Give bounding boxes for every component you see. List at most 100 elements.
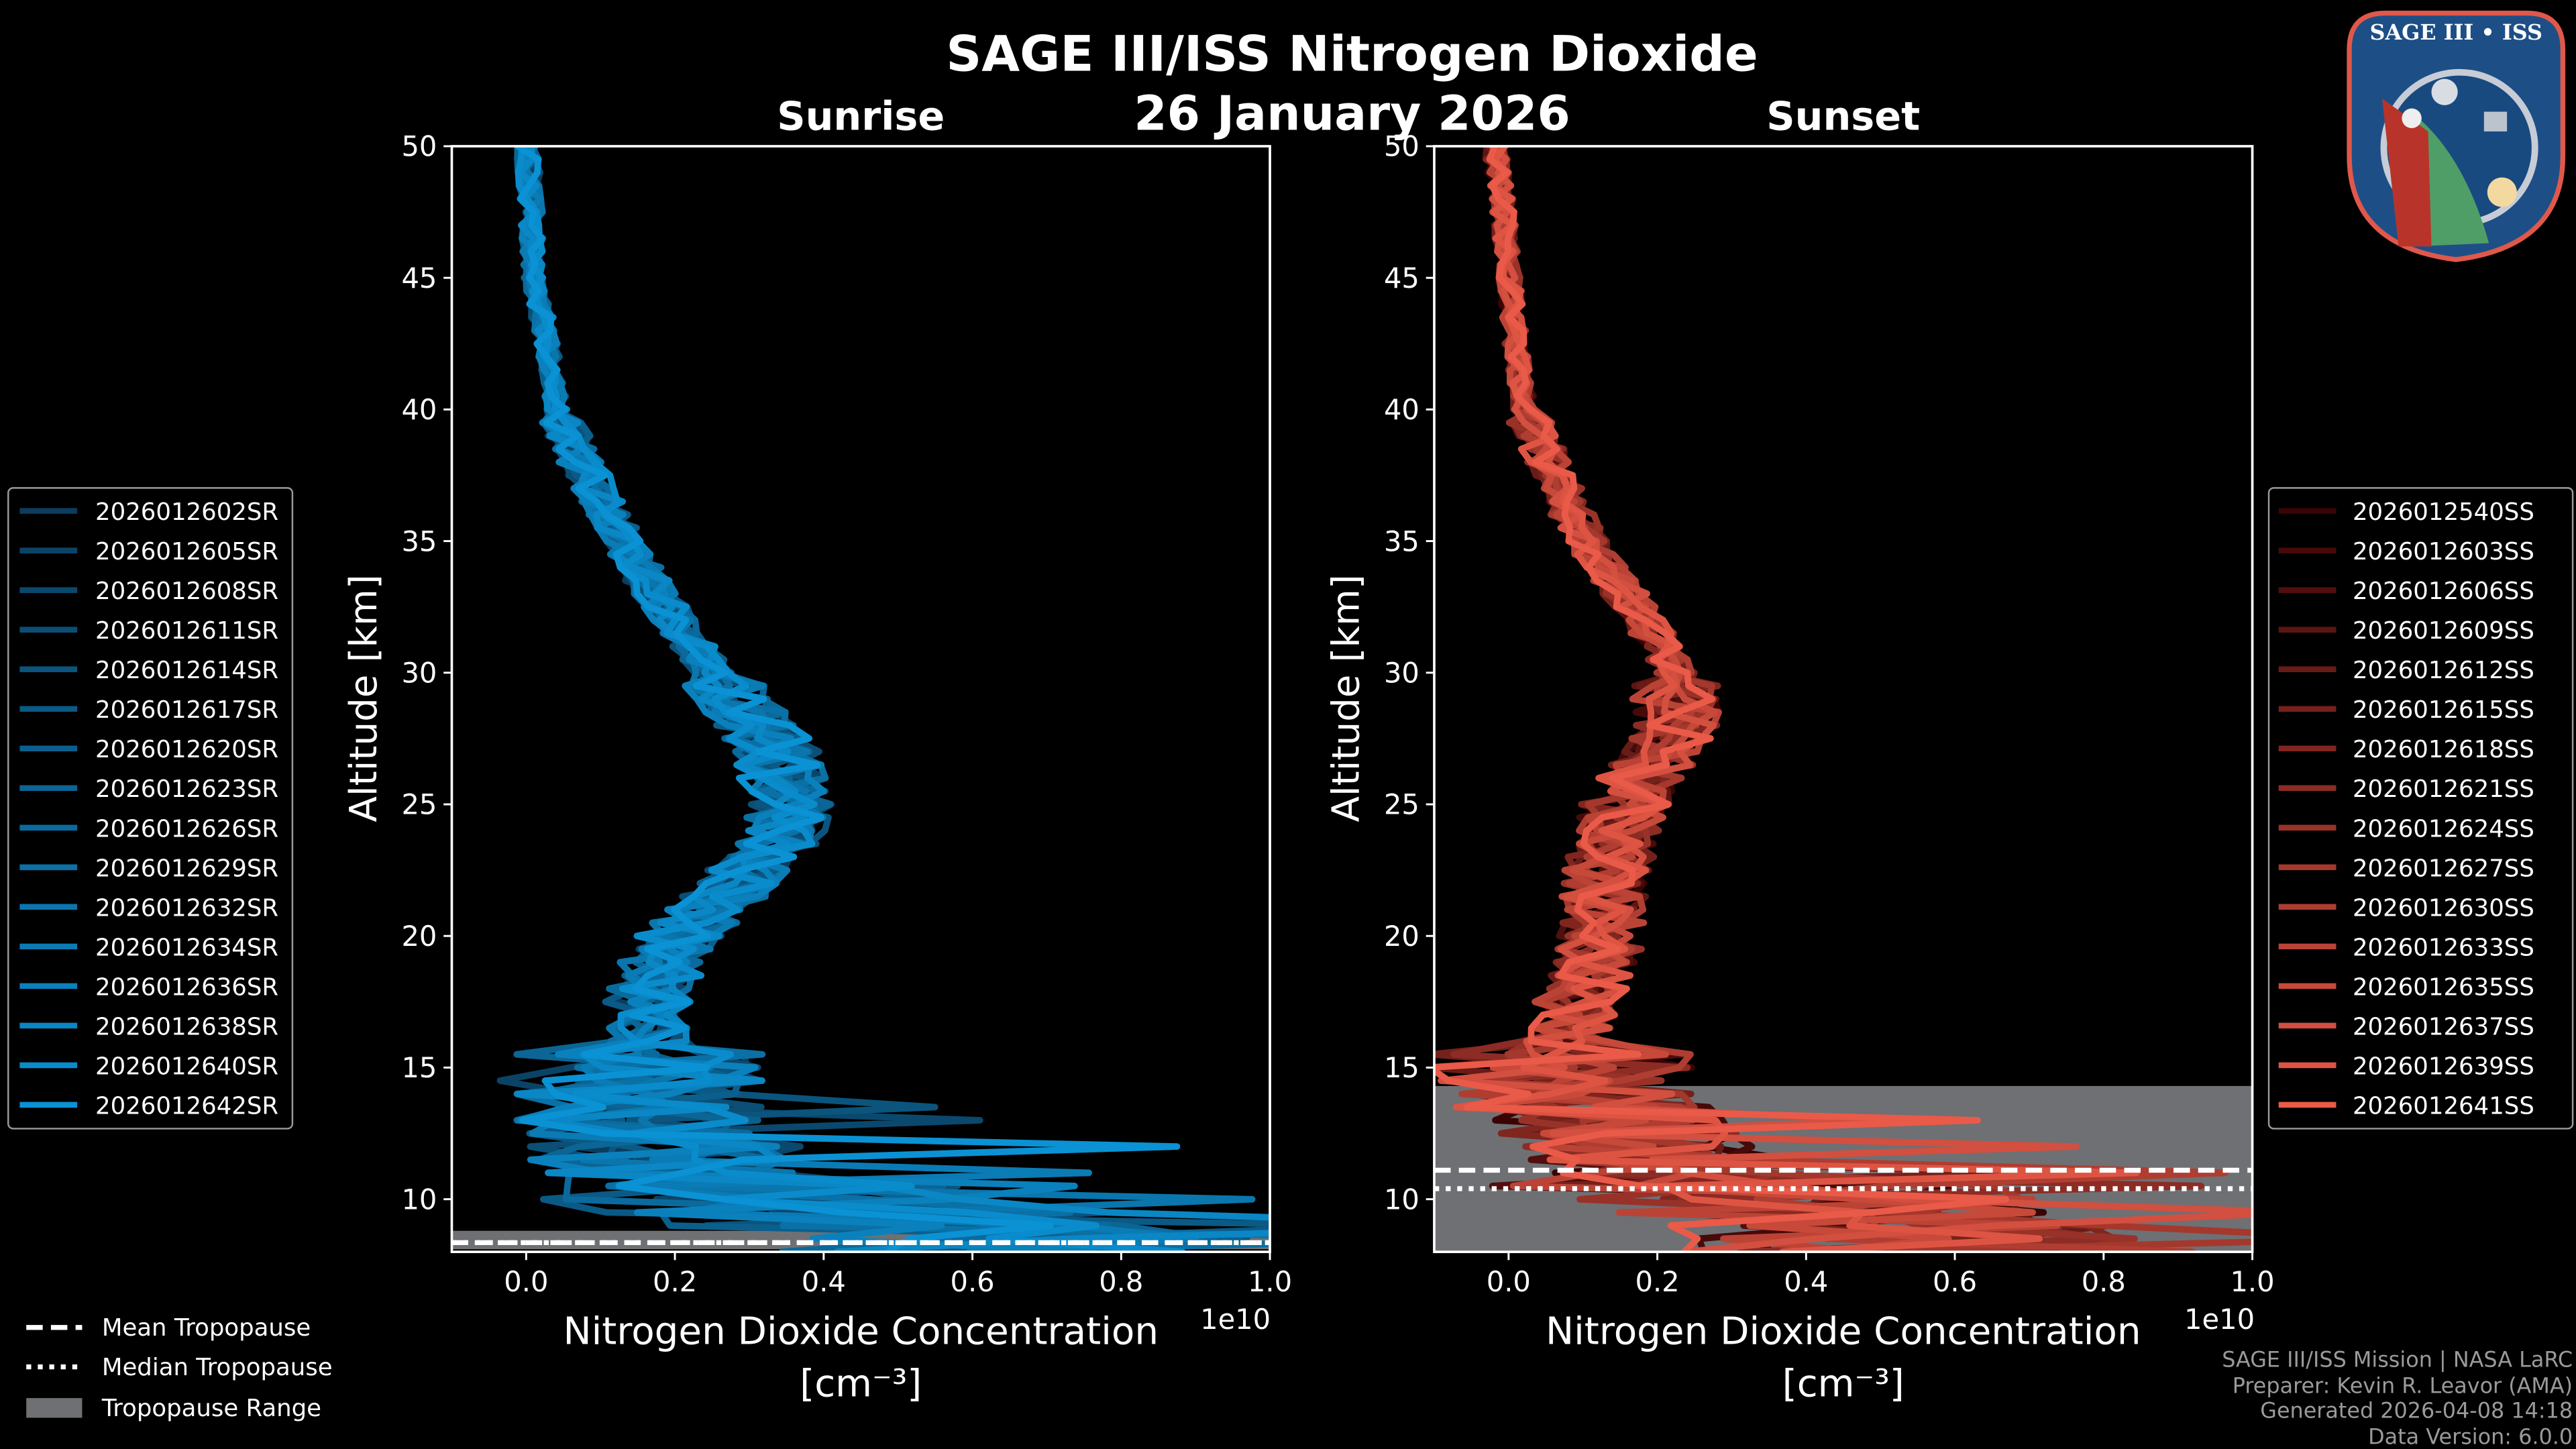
legend-label-2026012633SS: 2026012633SS	[2353, 934, 2534, 961]
sunset-y-tick-label: 35	[1384, 525, 1419, 557]
footer-preparer: Preparer: Kevin R. Leavor (AMA)	[2233, 1373, 2573, 1399]
sunset-x-tick-label: 0.0	[1487, 1265, 1531, 1298]
legend-label-2026012624SS: 2026012624SS	[2353, 815, 2534, 843]
sunrise-x-axis-units: [cm⁻³]	[800, 1362, 922, 1406]
footer-data-version: Data Version: 6.0.0	[2368, 1424, 2573, 1449]
sunrise-legend: 2026012602SR 2026012605SR 2026012608SR 2026…	[7, 487, 294, 1130]
median-tropopause-label: Median Tropopause	[102, 1354, 333, 1381]
sunset-x-tick-label: 1.0	[2230, 1265, 2274, 1298]
legend-label-2026012634SR: 2026012634SR	[95, 934, 278, 961]
legend-label-2026012612SS: 2026012612SS	[2353, 657, 2534, 684]
sunrise-y-tick-label: 35	[401, 525, 437, 557]
sunrise-y-tick-label: 10	[401, 1183, 437, 1216]
sunrise-x-offset-label: 1e10	[1200, 1303, 1271, 1336]
sunset-profile-2026012641SS	[1434, 146, 2010, 1252]
footer-credits: SAGE III/ISS Mission | NASA LaRC Prepare…	[2222, 1347, 2573, 1449]
sunrise-x-tick-label: 0.8	[1099, 1265, 1143, 1298]
sunrise-y-tick-label: 25	[401, 788, 437, 821]
sage-iii-iss-mission-logo: SAGE III • ISS	[2347, 10, 2566, 262]
legend-label-2026012640SR: 2026012640SR	[95, 1053, 278, 1080]
sunrise-y-tick-label: 50	[401, 130, 437, 163]
legend-label-2026012611SR: 2026012611SR	[95, 617, 278, 645]
legend-label-2026012632SR: 2026012632SR	[95, 894, 278, 922]
sunset-axes-frame	[1433, 145, 2254, 1253]
sunset-x-offset-label: 1e10	[2184, 1303, 2255, 1336]
sunset-panel-title: Sunset	[1766, 93, 1920, 139]
sunset-profile-2026012639SS	[1452, 146, 2140, 1252]
sunset-x-tick-label: 0.4	[1784, 1265, 1828, 1298]
sunset-y-tick-label: 40	[1384, 393, 1419, 426]
legend-label-2026012638SR: 2026012638SR	[95, 1013, 278, 1040]
sunset-x-tick-label: 0.2	[1635, 1265, 1679, 1298]
sunrise-axes-frame	[450, 145, 1271, 1253]
legend-label-2026012621SS: 2026012621SS	[2353, 775, 2534, 803]
sunrise-y-tick-label: 20	[401, 920, 437, 953]
logo-text: SAGE III • ISS	[2369, 19, 2542, 45]
sunrise-x-tick-label: 1.0	[1248, 1265, 1292, 1298]
tropopause-legend: Mean Tropopause Median Tropopause Tropop…	[26, 1314, 333, 1422]
mean-tropopause-label: Mean Tropopause	[102, 1314, 311, 1342]
sunset-x-tick-label: 0.8	[2082, 1265, 2126, 1298]
sunrise-profile-2026012642SR	[515, 146, 1181, 1252]
sunrise-x-tick-label: 0.4	[802, 1265, 846, 1298]
sunrise-plot: 10 15 20 25 30 35 40 45 50 0.0 0.2 0.4 0.6 0.8 1.0 Alt…	[342, 130, 1292, 1406]
tropopause-range-swatch	[26, 1398, 83, 1418]
figure-title: SAGE III/ISS Nitrogen Dioxide	[946, 25, 1758, 83]
sunset-plot-area	[1434, 146, 2253, 1252]
sunset-y-tick-label: 20	[1384, 920, 1419, 953]
legend-label-2026012623SR: 2026012623SR	[95, 775, 278, 803]
sunrise-panel-title: Sunrise	[777, 93, 945, 139]
sunset-y-tick-label: 15	[1384, 1051, 1419, 1084]
sunset-y-tick-label: 45	[1384, 262, 1419, 294]
sunset-x-axis-label: Nitrogen Dioxide Concentration	[1546, 1309, 2141, 1353]
sunrise-y-tick-label: 30	[401, 656, 437, 689]
legend-label-2026012639SS: 2026012639SS	[2353, 1053, 2534, 1080]
legend-label-2026012620SR: 2026012620SR	[95, 736, 278, 763]
legend-label-2026012641SS: 2026012641SS	[2353, 1092, 2534, 1120]
legend-label-2026012606SS: 2026012606SS	[2353, 578, 2534, 605]
sunrise-profile-2026012638SR	[514, 146, 1271, 1252]
legend-label-2026012636SR: 2026012636SR	[95, 973, 278, 1001]
sunset-y-tick-label: 10	[1384, 1183, 1419, 1216]
legend-label-2026012618SS: 2026012618SS	[2353, 736, 2534, 763]
legend-label-2026012626SR: 2026012626SR	[95, 815, 278, 843]
legend-label-2026012614SR: 2026012614SR	[95, 657, 278, 684]
legend-label-2026012635SS: 2026012635SS	[2353, 973, 2534, 1001]
legend-label-2026012602SR: 2026012602SR	[95, 498, 278, 526]
footer-generated: Generated 2026-04-08 14:18	[2260, 1397, 2573, 1423]
sunrise-ticks: 10 15 20 25 30 35 40 45 50 0.0 0.2 0.4 0.6 0.8 1.0	[401, 130, 1292, 1298]
legend-label-2026012642SR: 2026012642SR	[95, 1092, 278, 1120]
sunset-x-tick-label: 0.6	[1933, 1265, 1977, 1298]
sunset-y-tick-label: 25	[1384, 788, 1419, 821]
legend-label-2026012627SS: 2026012627SS	[2353, 855, 2534, 882]
sunrise-x-tick-label: 0.0	[504, 1265, 548, 1298]
sunset-x-axis-units: [cm⁻³]	[1782, 1362, 1904, 1406]
sunset-y-tick-label: 30	[1384, 656, 1419, 689]
sunrise-x-tick-label: 0.6	[950, 1265, 994, 1298]
footer-mission: SAGE III/ISS Mission | NASA LaRC	[2222, 1347, 2573, 1373]
sunrise-y-tick-label: 45	[401, 262, 437, 294]
legend-label-2026012617SR: 2026012617SR	[95, 696, 278, 724]
sunset-y-tick-label: 50	[1384, 130, 1419, 163]
sunrise-y-tick-label: 15	[401, 1051, 437, 1084]
legend-label-2026012630SS: 2026012630SS	[2353, 894, 2534, 922]
legend-label-2026012609SS: 2026012609SS	[2353, 617, 2534, 645]
sunset-y-axis-label: Altitude [km]	[1324, 574, 1368, 822]
legend-label-2026012605SR: 2026012605SR	[95, 538, 278, 566]
sunrise-plot-area	[451, 146, 1271, 1252]
sunset-legend: 2026012540SS 2026012603SS 2026012606SS 2026…	[2267, 487, 2574, 1130]
figure-date: 26 January 2026	[1134, 85, 1570, 141]
legend-label-2026012637SS: 2026012637SS	[2353, 1013, 2534, 1040]
sunrise-x-tick-label: 0.2	[653, 1265, 697, 1298]
sunrise-y-axis-label: Altitude [km]	[342, 574, 386, 822]
sunrise-x-axis-label: Nitrogen Dioxide Concentration	[563, 1309, 1159, 1353]
tropopause-range-label: Tropopause Range	[101, 1395, 321, 1422]
sunset-profile-2026012633SS	[1486, 146, 2061, 1252]
legend-label-2026012615SS: 2026012615SS	[2353, 696, 2534, 724]
legend-label-2026012603SS: 2026012603SS	[2353, 538, 2534, 566]
sunset-ticks: 10 15 20 25 30 35 40 45 50 0.0 0.2 0.4 0.6 0.8 1.0	[1384, 130, 2275, 1298]
legend-label-2026012540SS: 2026012540SS	[2353, 498, 2534, 526]
sunrise-y-tick-label: 40	[401, 393, 437, 426]
legend-label-2026012608SR: 2026012608SR	[95, 578, 278, 605]
